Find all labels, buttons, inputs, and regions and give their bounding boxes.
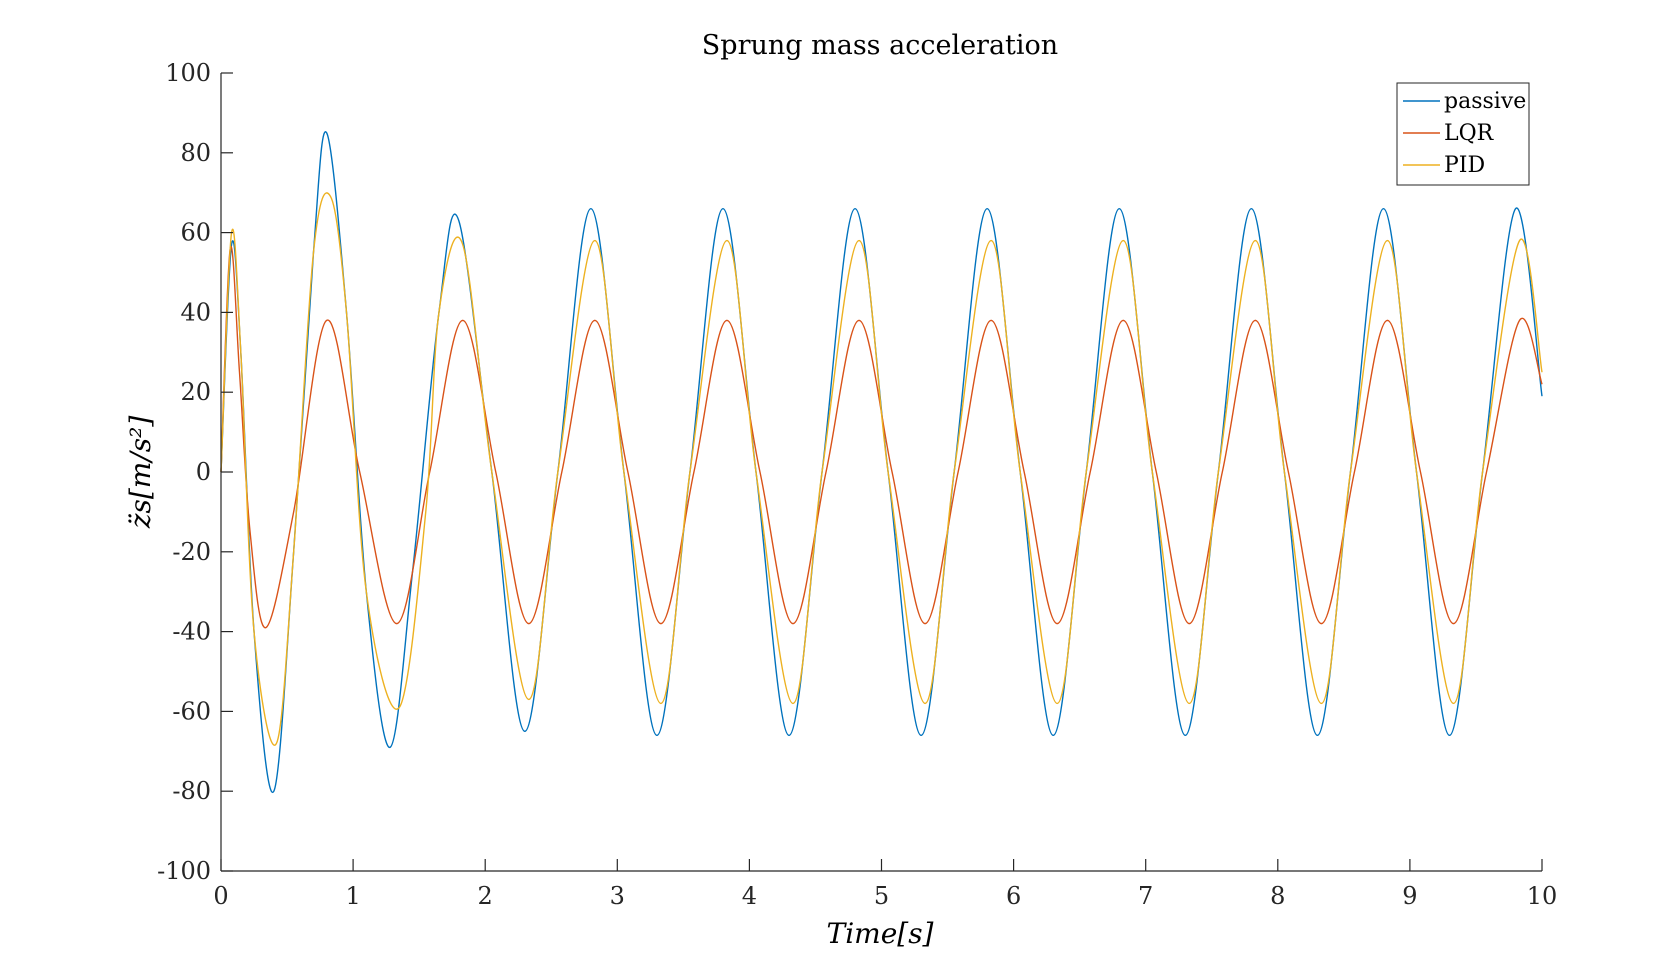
y-tick-label: 20: [180, 378, 211, 406]
series-line-pid: [220, 192, 1543, 746]
legend-label-lqr: LQR: [1444, 121, 1495, 146]
y-tick-label: -60: [172, 697, 211, 725]
y-tick-label: -80: [172, 777, 211, 805]
y-tick-label: 100: [165, 59, 211, 87]
series-line-lqr: [220, 245, 1543, 629]
y-tick-label: 80: [180, 139, 211, 167]
x-tick-label: 1: [345, 882, 360, 910]
y-tick-label: -100: [157, 857, 211, 885]
x-tick-label: 0: [213, 882, 228, 910]
x-ticks: 0 1 2 3 4 5 6 7 8 9 10: [213, 859, 1557, 910]
x-tick-label: 6: [1006, 882, 1021, 910]
x-tick-label: 4: [742, 882, 757, 910]
x-tick-label: 2: [478, 882, 493, 910]
x-tick-label: 7: [1138, 882, 1153, 910]
x-tick-label: 8: [1270, 882, 1285, 910]
chart-title: Sprung mass acceleration: [702, 30, 1058, 61]
x-axis-label: Time[s]: [827, 917, 934, 950]
x-tick-label: 9: [1402, 882, 1417, 910]
x-tick-label: 5: [874, 882, 889, 910]
y-tick-label: 40: [180, 298, 211, 326]
x-tick-label: 10: [1527, 882, 1558, 910]
legend-label-pid: PID: [1444, 153, 1485, 178]
y-ticks: 100 80 60 40 20 0 -20 -40 -60 -80 -100: [157, 59, 233, 885]
plot-area: [221, 73, 1542, 871]
y-tick-label: 60: [180, 219, 211, 247]
x-tick-label: 3: [610, 882, 625, 910]
series-layer: [220, 131, 1543, 794]
y-tick-label: -20: [172, 538, 211, 566]
y-axis-label: z̈s[m/s²]: [124, 416, 157, 530]
y-tick-label: -40: [172, 618, 211, 646]
legend: passive LQR PID: [1396, 82, 1530, 186]
legend-label-passive: passive: [1444, 89, 1526, 114]
legend-box: [1396, 82, 1530, 186]
y-tick-label: 0: [196, 458, 211, 486]
